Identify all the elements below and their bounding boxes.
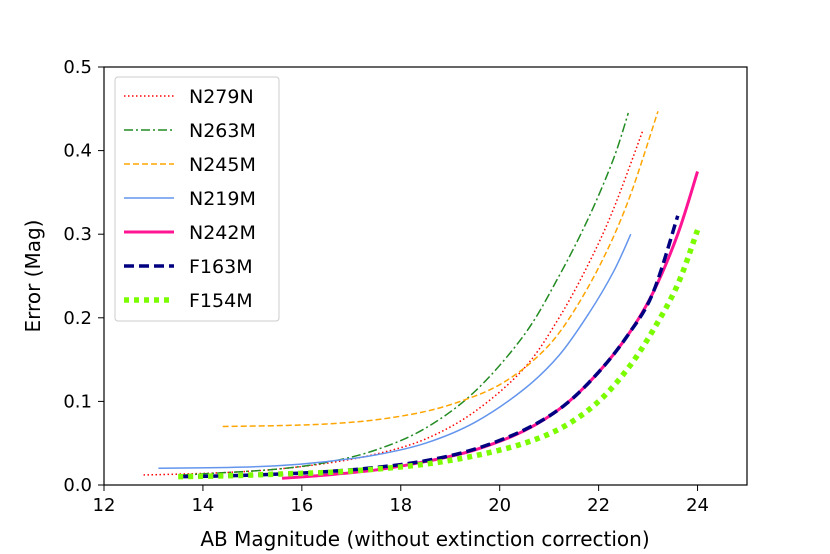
series-line-n263m <box>183 112 630 476</box>
y-tick-label: 0.1 <box>63 391 92 412</box>
x-tick-label: 14 <box>191 495 214 516</box>
x-tick-label: 16 <box>290 495 313 516</box>
y-axis-label: Error (Mag) <box>21 220 45 333</box>
series-line-f163m <box>183 215 680 479</box>
plot-frame <box>103 66 748 486</box>
series-line-n279n <box>143 129 644 476</box>
y-tick-label: 0.3 <box>63 224 92 245</box>
x-tick-label: 24 <box>686 495 709 516</box>
y-axis-ticks: 0.0 0.1 0.2 0.3 0.4 0.5 <box>63 57 104 496</box>
x-tick-label: 22 <box>587 495 610 516</box>
legend-label: N279N <box>189 86 254 108</box>
x-axis-ticks: 12 14 16 18 20 22 24 <box>93 485 709 516</box>
y-tick-label: 0.4 <box>63 141 92 162</box>
legend-label: N263M <box>189 120 256 142</box>
legend-label: N242M <box>189 222 256 244</box>
x-axis-label: AB Magnitude (without extinction correct… <box>200 527 649 551</box>
series-line-n219m <box>158 233 632 470</box>
y-tick-label: 0.5 <box>63 57 92 78</box>
legend-label: F163M <box>189 256 253 278</box>
legend-label: F154M <box>189 290 253 312</box>
x-tick-label: 18 <box>389 495 412 516</box>
legend: N279N N263M N245M N219M N242M F163M F154M <box>114 76 280 322</box>
x-tick-label: 20 <box>488 495 511 516</box>
y-tick-label: 0.2 <box>63 308 92 329</box>
legend-label: N219M <box>189 188 256 210</box>
series-line-f154m <box>178 229 701 480</box>
series-line-n245m <box>222 111 659 428</box>
series-layer <box>143 111 701 480</box>
y-tick-label: 0.0 <box>63 475 92 496</box>
legend-box <box>114 76 280 322</box>
x-tick-label: 12 <box>93 495 116 516</box>
legend-label: N245M <box>189 154 256 176</box>
